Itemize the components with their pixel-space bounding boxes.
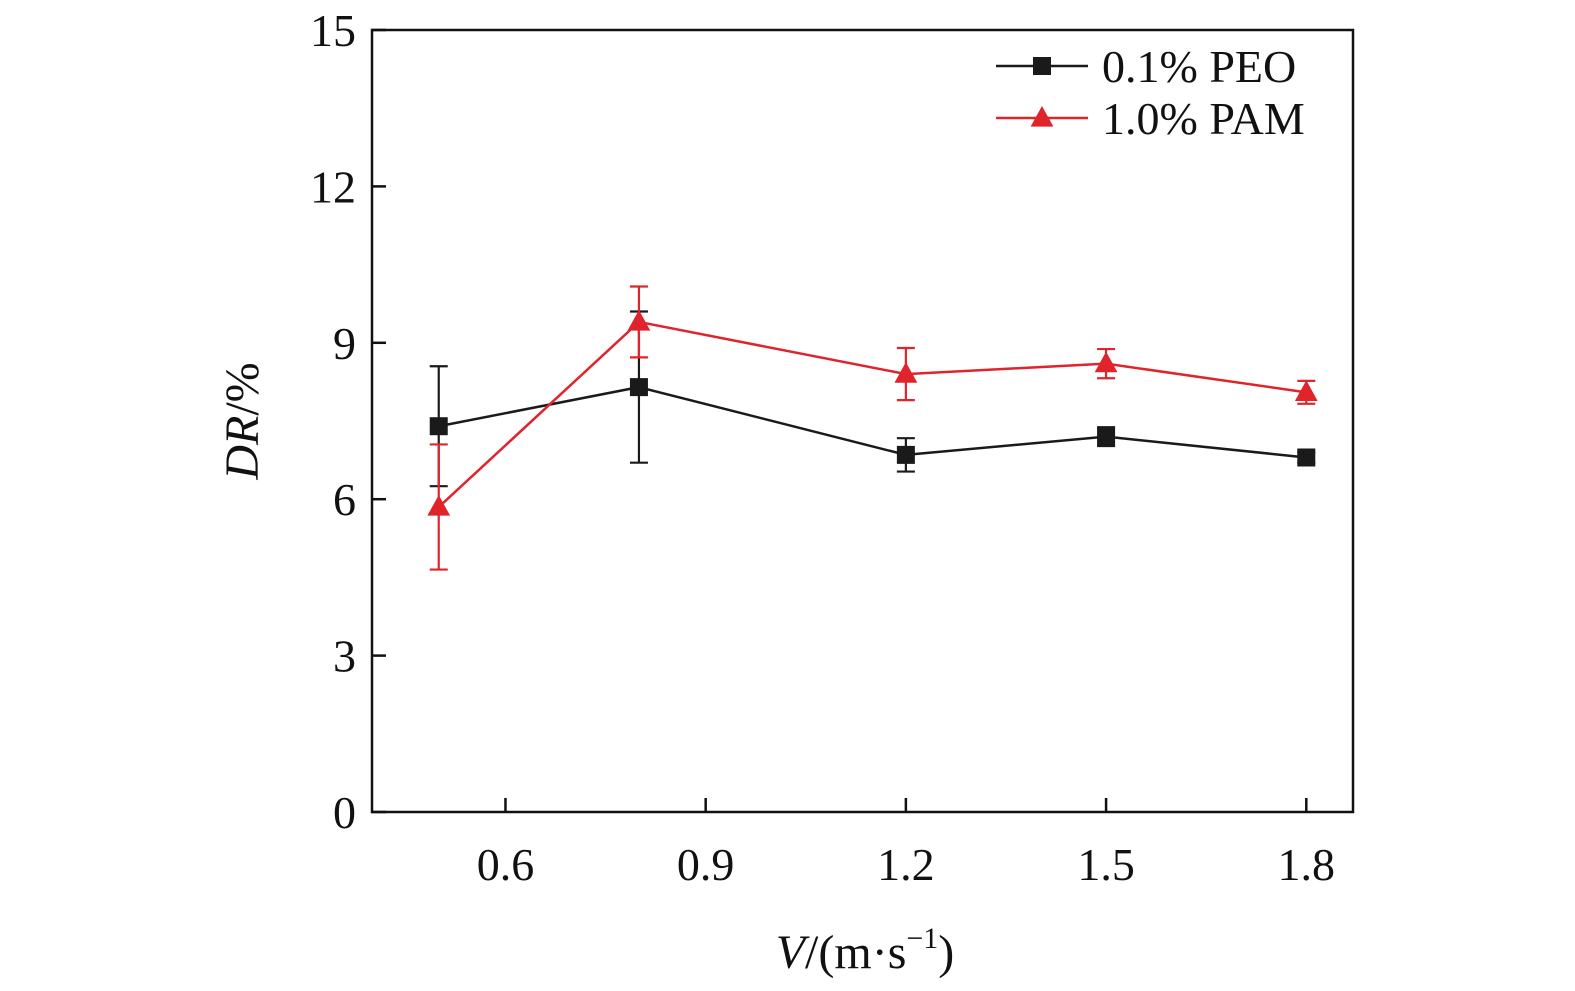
- data-point: [429, 417, 448, 436]
- plot-area: [370, 28, 1355, 814]
- y-tick-label: 15: [310, 5, 356, 56]
- data-point: [896, 445, 915, 464]
- data-point: [1097, 427, 1116, 446]
- data-point: [1294, 380, 1318, 401]
- legend-marker: [1033, 57, 1051, 75]
- data-point: [1297, 448, 1316, 467]
- x-tick-label: 1.8: [1278, 839, 1336, 890]
- series-layer: [427, 285, 1318, 571]
- x-axis: 0.6 0.9 1.2 1.5 1.8: [477, 798, 1335, 890]
- x-tick-label: 1.5: [1077, 839, 1135, 890]
- data-point: [1094, 351, 1118, 373]
- x-tick-label: 0.6: [477, 839, 535, 890]
- series-line: [437, 320, 1307, 508]
- y-tick-label: 9: [333, 318, 356, 369]
- x-tick-label: 1.2: [877, 839, 935, 890]
- series-line: [438, 385, 1307, 459]
- y-tick-label: 3: [333, 631, 356, 682]
- y-axis: 0 3 6 9 12 15: [310, 5, 386, 838]
- series-2: [427, 285, 1318, 571]
- y-tick-label: 12: [310, 161, 356, 212]
- legend-marker: [1030, 106, 1054, 127]
- series-1: [429, 310, 1316, 488]
- y-axis-title: DR/%: [216, 362, 269, 480]
- data-point: [427, 495, 451, 516]
- x-tick-label: 0.9: [677, 839, 735, 890]
- data-point: [894, 362, 918, 383]
- legend-label: 1.0% PAM: [1102, 93, 1305, 144]
- data-point: [629, 378, 648, 397]
- y-tick-label: 6: [333, 474, 356, 525]
- x-axis-title: V/(m·s−1): [776, 922, 955, 979]
- data-point: [627, 309, 651, 331]
- y-tick-label: 0: [333, 787, 356, 838]
- legend-label: 0.1% PEO: [1102, 41, 1296, 92]
